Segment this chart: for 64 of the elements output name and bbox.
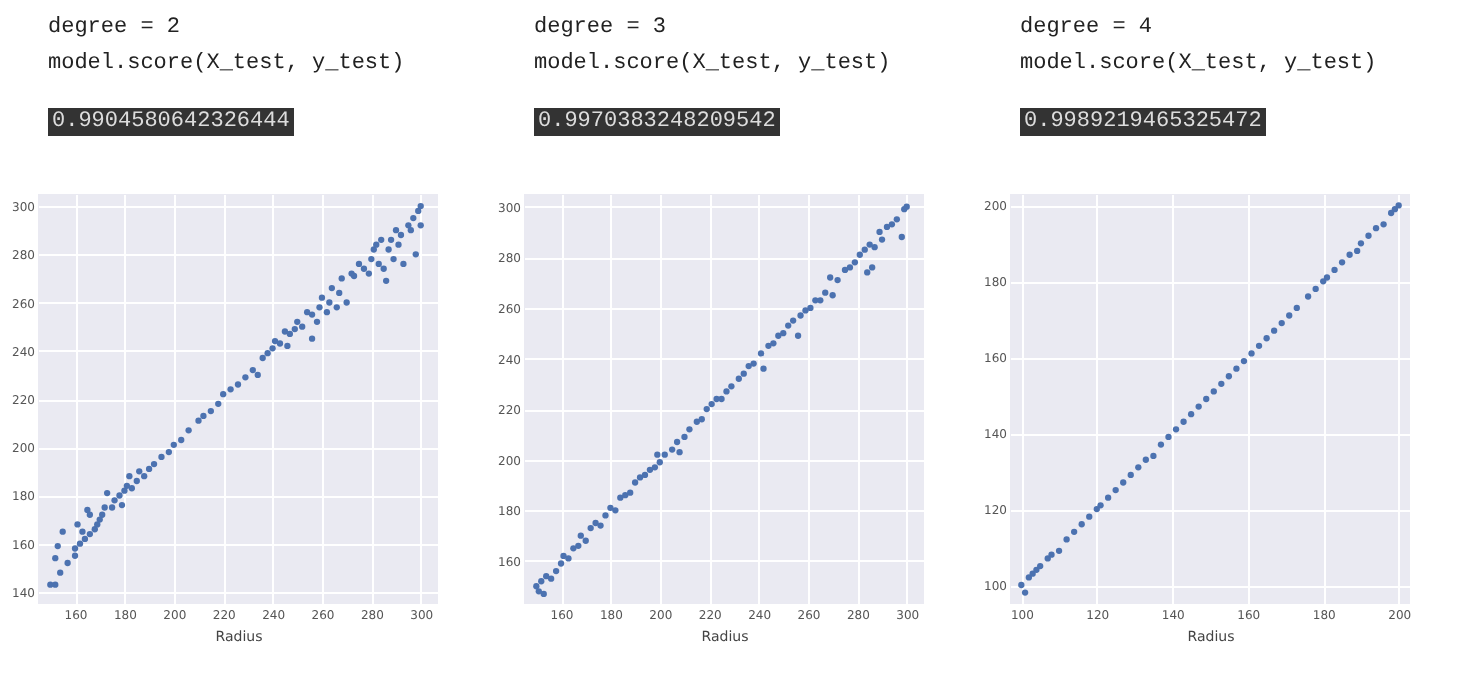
point xyxy=(1070,528,1078,536)
point xyxy=(1120,479,1127,486)
chart-subtitle: model.score(X_test, y_test) xyxy=(1020,52,1379,76)
point xyxy=(1320,278,1327,285)
point xyxy=(1150,452,1157,460)
point xyxy=(1225,373,1233,380)
chart-subtitle: model.score(X_test, y_test) xyxy=(48,52,407,76)
point xyxy=(1093,505,1100,513)
chart-subtitle: model.score(X_test, y_test) xyxy=(534,52,893,76)
point xyxy=(1346,251,1353,258)
point xyxy=(1112,486,1119,494)
point xyxy=(1255,342,1263,350)
point xyxy=(1142,456,1150,463)
point xyxy=(1127,471,1134,479)
point xyxy=(1338,259,1346,266)
point xyxy=(1380,221,1387,228)
point xyxy=(1044,555,1051,562)
chart-title: degree = 3 xyxy=(534,16,669,40)
point xyxy=(1187,411,1195,418)
point xyxy=(1195,403,1202,410)
point xyxy=(1135,464,1142,471)
point xyxy=(1029,570,1036,577)
point xyxy=(1233,365,1240,372)
point xyxy=(1248,350,1255,357)
point xyxy=(1165,433,1172,441)
point xyxy=(1357,240,1365,247)
point xyxy=(1055,547,1063,555)
point xyxy=(1286,312,1293,319)
point xyxy=(1063,536,1070,543)
point xyxy=(1104,494,1112,501)
point xyxy=(1037,562,1044,570)
point xyxy=(1203,395,1210,403)
point xyxy=(1018,581,1025,589)
point xyxy=(1331,266,1338,274)
text: 0.9904580642326444 xyxy=(48,108,294,136)
point xyxy=(1021,589,1029,596)
point xyxy=(1391,206,1399,213)
point xyxy=(1180,418,1187,425)
text: 0.9970383248209542 xyxy=(534,108,780,136)
point xyxy=(1097,502,1104,509)
point xyxy=(1172,426,1180,433)
point xyxy=(1293,304,1300,312)
point xyxy=(1365,232,1372,239)
chart-title: degree = 2 xyxy=(48,16,183,40)
chart-title: degree = 4 xyxy=(1020,16,1155,40)
point xyxy=(1312,285,1319,293)
point xyxy=(1354,247,1361,255)
point xyxy=(1210,388,1217,395)
point xyxy=(1263,335,1270,342)
point xyxy=(1387,209,1395,217)
point xyxy=(1372,225,1380,232)
point xyxy=(1218,380,1225,387)
point xyxy=(1078,521,1085,528)
text: 0.9989219465325472 xyxy=(1020,108,1266,136)
point xyxy=(1157,441,1165,448)
point xyxy=(1278,319,1285,327)
point xyxy=(1048,551,1055,558)
point xyxy=(1304,293,1312,300)
point xyxy=(1323,274,1331,281)
point xyxy=(1086,513,1093,520)
point xyxy=(1025,574,1033,581)
point xyxy=(1270,327,1278,334)
point xyxy=(1395,202,1402,209)
point xyxy=(1240,357,1248,365)
